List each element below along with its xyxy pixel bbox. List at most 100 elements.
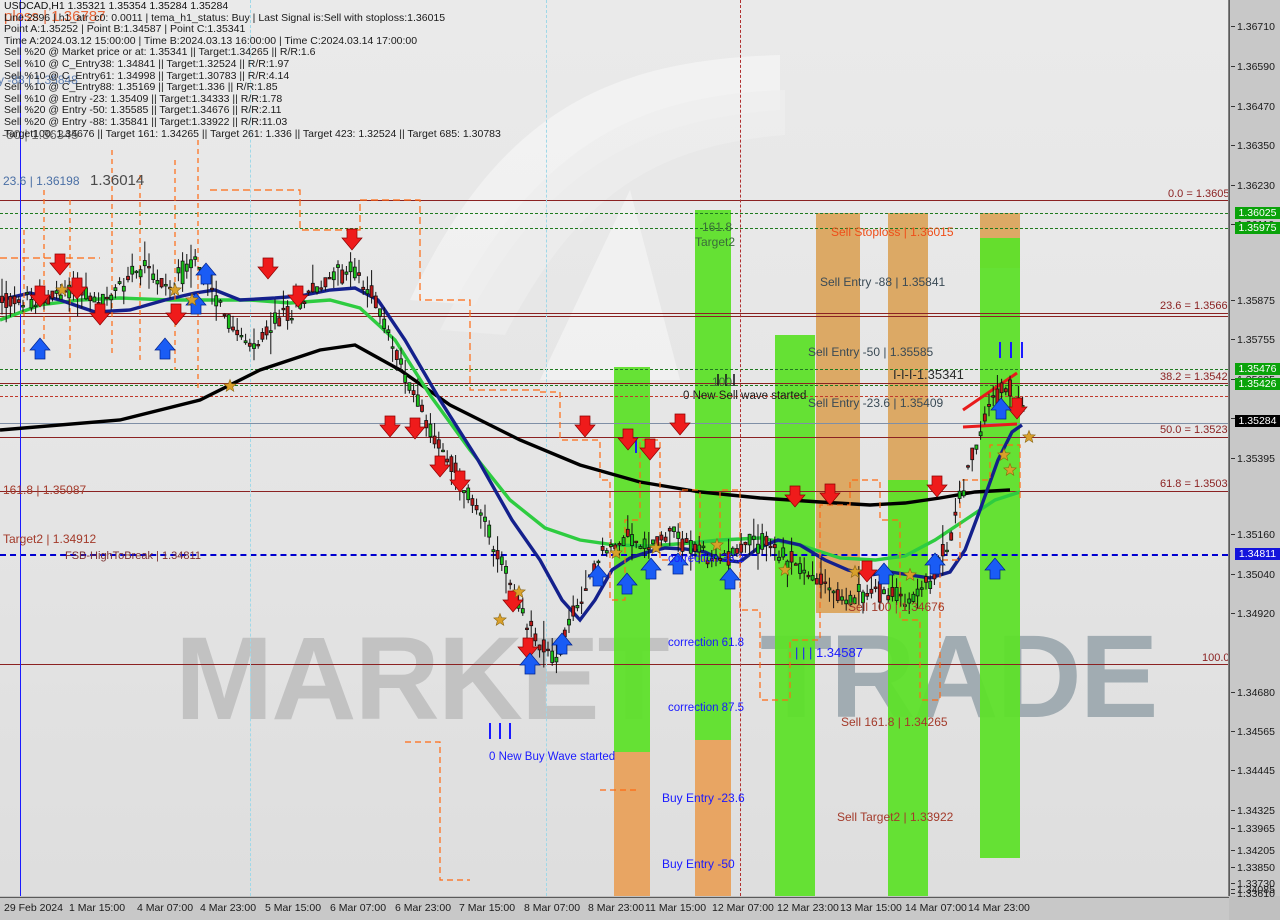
chart-label-8: Sell Stoploss | 1.36015 [831, 225, 954, 239]
price-tick-2: 1.36470 [1230, 101, 1280, 113]
sell-zone-2 [816, 213, 860, 613]
chart-label-19: Sell Target2 | 1.33922 [837, 810, 954, 824]
price-scale[interactable]: 1.367101.365901.364701.363501.362301.361… [1229, 0, 1280, 900]
level-line-1 [0, 213, 1228, 214]
tick-mark [1231, 731, 1235, 732]
chart-label-1: 161.8 | 1.35087 [3, 483, 87, 497]
buy-zone-2 [695, 210, 731, 740]
price-tick-label: 1.35395 [1237, 453, 1275, 465]
price-highlight-green-0: 1.36025 [1235, 207, 1280, 219]
tick-mark [1231, 889, 1235, 890]
price-tick-10: 1.35395 [1230, 453, 1280, 465]
chart-label-12: I-I-I-1.35341 [893, 367, 964, 382]
price-tick-label: 1.35040 [1237, 569, 1275, 581]
chart-label-13: correction 38.2 [668, 553, 745, 565]
fib-level-label-5: 100.0 [1202, 652, 1229, 664]
signal-arrow-layer [29, 228, 1036, 675]
price-tick-0: 1.36710 [1230, 21, 1280, 33]
chart-label-15: correction 87.5 [668, 702, 745, 714]
ghost-label-1: 1.36014 [90, 172, 145, 189]
buy-zone-2b [695, 740, 731, 896]
price-tick-21: 1.33850 [1230, 862, 1280, 874]
price-highlight-green-2: 1.35476 [1235, 363, 1280, 375]
chart-label-14: correction 61.8 [668, 637, 745, 649]
price-highlight-green-3: 1.35426 [1235, 378, 1280, 390]
chart-label-2: Target2 | 1.34912 [3, 532, 97, 546]
level-line-3 [0, 313, 1228, 314]
tick-mark [1231, 810, 1235, 811]
chart-label-0: 23.6 | 1.36198 [3, 174, 80, 188]
tick-mark [1231, 828, 1235, 829]
price-tick-label: 1.35160 [1237, 529, 1275, 541]
tick-mark [1231, 185, 1235, 186]
price-tick-label: 1.35755 [1237, 334, 1275, 346]
level-line-8 [0, 423, 1228, 424]
fib-level-label-3: 50.0 = 1.35233 [1160, 424, 1229, 436]
time-tick-12: 12 Mar 23:00 [777, 902, 839, 914]
price-tick-label: 1.33850 [1237, 862, 1275, 874]
chart-label-22: Buy Entry -50 [662, 857, 735, 871]
level-line-0 [0, 200, 1228, 201]
chart-label-7: 0 New Sell wave started [683, 390, 807, 402]
info-line-5: Sell %10 @ C_Entry61: 1.34998 || Target:… [4, 69, 290, 82]
price-tick-1: 1.36590 [1230, 61, 1280, 73]
chart-label-21: Buy Entry -23.6 [662, 791, 745, 805]
price-tick-label: 1.34565 [1237, 726, 1275, 738]
chart-label-18: Sell 161.8 | 1.34265 [841, 715, 948, 729]
tick-mark [1231, 534, 1235, 535]
level-line-5 [0, 383, 1228, 384]
price-tick-17: 1.34325 [1230, 805, 1280, 817]
level-line-4 [0, 369, 1228, 370]
tick-mark [1231, 26, 1235, 27]
tick-mark [1231, 379, 1235, 380]
sell-zone-5b [980, 238, 1020, 858]
info-line-8: Sell %20 @ Entry -50: 1.35585 || Target:… [4, 104, 282, 117]
buy-zone-1b [614, 752, 650, 896]
watermark-right: TRADE [760, 611, 1158, 743]
ghost-label-2: y -88 | 1.35848 [0, 73, 78, 87]
level-line-7 [0, 396, 1228, 397]
price-tick-22: 1.33730 [1230, 878, 1280, 890]
price-tick-4: 1.36230 [1230, 180, 1280, 192]
chart-label-20: 0 New Buy Wave started [489, 751, 616, 763]
time-tick-4: 5 Mar 15:00 [265, 902, 322, 914]
chart-label-3: FSB-HighToBreak | 1.34811 [65, 550, 201, 562]
time-scale[interactable]: 29 Feb 2024 1 Mar 15:00 4 Mar 07:00 4 Mar 2… [0, 897, 1229, 920]
chart-label-11: Sell Entry -23.6 | 1.35409 [808, 396, 944, 410]
tick-mark [1231, 850, 1235, 851]
tick-mark [1231, 339, 1235, 340]
info-line-7: Sell %10 @ Entry -23: 1.35409 || Target:… [4, 92, 283, 105]
time-tick-9: 8 Mar 23:00 [588, 902, 645, 914]
chart-label-6: 100 [712, 375, 733, 389]
price-tick-label: 1.35875 [1237, 295, 1275, 307]
info-header: USDCAD,H1 1.35321 1.35354 1.35284 1.3528… [4, 0, 501, 140]
price-highlight-blue-5: 1.34811 [1235, 548, 1280, 560]
tick-mark [1231, 224, 1235, 225]
tick-mark [1231, 867, 1235, 868]
tick-mark [1231, 883, 1235, 884]
time-tick-1: 1 Mar 15:00 [69, 902, 126, 914]
price-tick-label: 1.36230 [1237, 180, 1275, 192]
level-line-10 [0, 491, 1228, 492]
price-tick-label: 1.36470 [1237, 101, 1275, 113]
price-tick-3: 1.36350 [1230, 140, 1280, 152]
time-tick-2: 4 Mar 07:00 [137, 902, 194, 914]
tick-mark [1231, 574, 1235, 575]
price-tick-label: 1.34325 [1237, 805, 1275, 817]
time-tick-7: 7 Mar 15:00 [459, 902, 516, 914]
time-tick-6: 6 Mar 23:00 [395, 902, 452, 914]
time-tick-11: 12 Mar 07:00 [712, 902, 774, 914]
time-tick-15: 14 Mar 23:00 [968, 902, 1030, 914]
price-tick-20: 1.33965 [1230, 823, 1280, 835]
time-divider-0 [20, 0, 21, 896]
fib-level-label-0: 0.0 = 1.36058 [1168, 188, 1229, 200]
time-tick-8: 8 Mar 07:00 [524, 902, 581, 914]
price-tick-label: 1.36590 [1237, 61, 1275, 73]
chart-label-16: | | | 1.34587 [795, 645, 863, 660]
chart-plot-area[interactable]: MARKET TRADE [0, 0, 1229, 896]
price-tick-16: 1.34445 [1230, 765, 1280, 777]
tick-mark [1231, 145, 1235, 146]
price-tick-14: 1.34680 [1230, 687, 1280, 699]
price-tick-label: 1.33730 [1237, 878, 1275, 890]
price-tick-18: 1.34205 [1230, 845, 1280, 857]
